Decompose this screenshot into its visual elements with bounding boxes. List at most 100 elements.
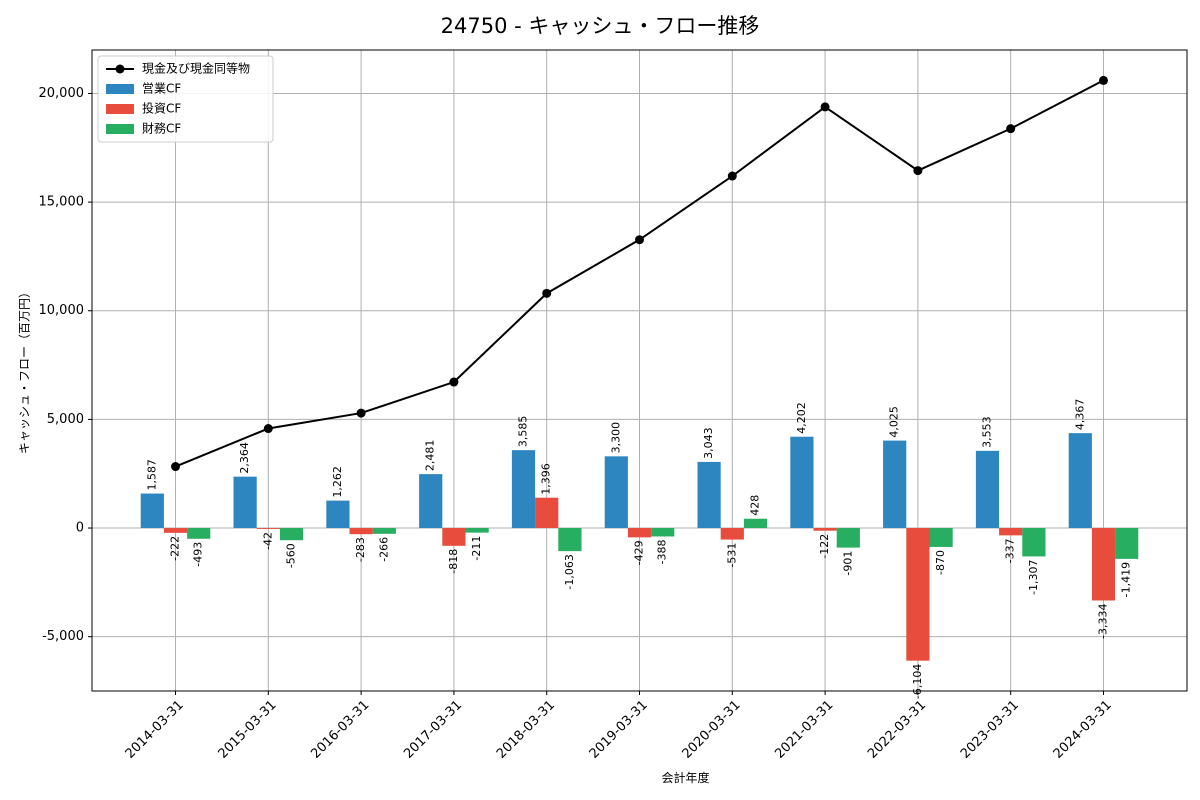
bar-financing	[187, 528, 211, 539]
bar-data-label: -211	[470, 536, 483, 561]
bar-investing	[256, 528, 280, 529]
cash-marker	[1006, 124, 1016, 134]
bar-data-label: 3,043	[702, 427, 715, 459]
bar-data-label: -1,063	[563, 554, 576, 589]
bar-data-label: -531	[725, 543, 738, 568]
x-tick-label: 2015-03-31	[216, 698, 280, 762]
bar-data-label: -1,307	[1027, 559, 1040, 594]
bar-data-label: 3,300	[609, 422, 622, 454]
y-tick-label: 15,000	[39, 195, 85, 210]
bar-investing	[720, 528, 744, 540]
x-axis-label: 会計年度	[661, 770, 709, 785]
y-tick-label: -5,000	[42, 629, 84, 644]
x-tick-label: 2018-03-31	[494, 698, 558, 762]
bar-operating	[975, 450, 1000, 529]
x-tick-label: 2023-03-31	[958, 698, 1022, 762]
bar-financing	[929, 528, 953, 547]
bar-operating	[883, 440, 907, 529]
cash-marker	[356, 408, 366, 418]
bar-data-label: -283	[354, 537, 367, 562]
bar-data-label: 1,587	[145, 459, 158, 491]
x-tick-label: 2017-03-31	[401, 698, 465, 762]
bar-operating	[511, 450, 536, 529]
bar-financing	[279, 528, 304, 541]
x-tick-label: 2019-03-31	[587, 698, 651, 762]
legend-bar-swatch	[106, 84, 134, 94]
cash-marker	[263, 424, 273, 434]
bar-financing	[465, 528, 489, 533]
bar-operating	[604, 456, 628, 529]
x-tick-label: 2024-03-31	[1051, 698, 1115, 762]
y-tick-label: 5,000	[47, 412, 84, 427]
bar-operating	[1068, 433, 1092, 529]
legend-label: 現金及び現金同等物	[142, 61, 250, 76]
bar-data-label: -901	[841, 551, 854, 576]
bar-financing	[372, 528, 396, 534]
x-tick-label: 2020-03-31	[680, 698, 744, 762]
bar-data-label: -337	[1004, 538, 1017, 563]
bar-investing	[1091, 528, 1116, 601]
legend-label: 投資CF	[142, 101, 181, 116]
bar-data-label: -1,419	[1120, 562, 1133, 597]
bar-data-label: -3,334	[1096, 603, 1109, 638]
bar-operating	[419, 474, 443, 529]
bar-financing	[836, 528, 860, 548]
bar-financing	[558, 528, 582, 552]
bar-investing	[813, 528, 837, 531]
bar-data-label: -818	[447, 549, 460, 574]
legend-bar-swatch	[106, 124, 134, 134]
bar-data-label: 4,367	[1073, 399, 1086, 431]
cash-marker	[727, 171, 737, 181]
bar-financing	[1115, 528, 1139, 559]
bar-investing	[349, 528, 373, 535]
cash-marker	[820, 102, 830, 112]
bar-operating	[326, 500, 350, 529]
bar-data-label: -493	[192, 542, 205, 567]
bar-financing	[1022, 528, 1046, 557]
cash-marker	[1098, 75, 1108, 85]
bar-investing	[627, 528, 652, 538]
bar-data-label: -222	[169, 536, 182, 561]
bar-data-label: -429	[633, 540, 646, 565]
bar-data-label: 1,396	[540, 463, 553, 495]
bar-data-label: 4,202	[795, 402, 808, 434]
y-tick-label: 0	[76, 521, 84, 536]
bar-financing	[651, 528, 675, 537]
bar-data-label: 3,553	[980, 416, 993, 448]
bar-data-label: 1,262	[331, 466, 344, 498]
bar-data-label: -266	[377, 537, 390, 562]
x-tick-label: 2021-03-31	[772, 698, 836, 762]
legend-label: 財務CF	[142, 121, 181, 136]
legend-box	[97, 55, 274, 143]
bar-data-label: -6,104	[911, 664, 924, 699]
bar-operating	[790, 436, 814, 529]
bar-operating	[140, 493, 164, 529]
y-axis-label: キャッシュ・フロー（百万円）	[18, 286, 32, 454]
bar-investing	[163, 528, 188, 533]
bar-data-label: -388	[656, 539, 669, 564]
bar-data-label: 428	[748, 495, 761, 516]
bar-financing	[743, 518, 768, 529]
bar-investing	[999, 528, 1023, 536]
bar-operating	[697, 461, 721, 529]
bar-operating	[233, 476, 257, 529]
bar-investing	[442, 528, 466, 546]
cash-marker	[635, 235, 644, 245]
cash-marker	[542, 288, 552, 298]
bar-data-label: 2,364	[238, 442, 251, 474]
legend-bar-swatch	[106, 104, 134, 114]
y-tick-label: 20,000	[39, 86, 85, 101]
bar-investing	[906, 528, 930, 661]
y-tick-label: 10,000	[39, 303, 85, 318]
x-tick-label: 2022-03-31	[865, 698, 929, 762]
bar-data-label: 2,481	[424, 440, 437, 472]
cash-marker	[913, 166, 923, 176]
legend-label: 営業CF	[142, 82, 181, 96]
cash-marker	[171, 462, 181, 472]
chart-title: 24750 - キャッシュ・フロー推移	[440, 14, 760, 38]
bar-data-label: -870	[934, 550, 947, 575]
bar-data-label: -560	[285, 543, 298, 568]
bar-investing	[535, 497, 559, 529]
